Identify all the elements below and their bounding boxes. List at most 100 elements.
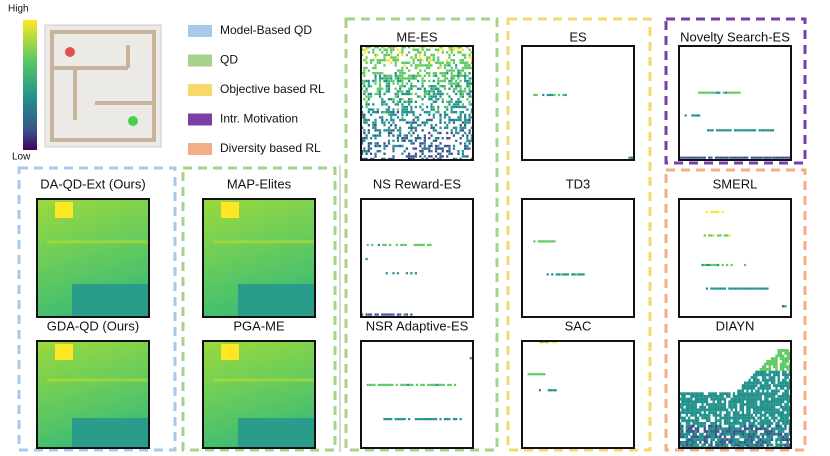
archive-cell xyxy=(770,435,774,439)
archive-cell xyxy=(766,368,769,371)
archive-cell xyxy=(470,103,473,106)
archive-cell xyxy=(741,432,745,436)
archive-cell xyxy=(703,397,706,401)
archive-cell xyxy=(405,108,408,111)
archive-cell xyxy=(714,397,718,401)
archive-cell xyxy=(383,100,386,103)
archive-cell xyxy=(394,126,397,129)
archive-cell xyxy=(730,430,733,433)
archive-cell xyxy=(759,413,762,417)
archive-cell xyxy=(468,79,471,83)
archive-cell xyxy=(761,413,765,417)
archive-cell xyxy=(768,373,771,377)
archive-cell xyxy=(434,87,438,90)
archive-cell xyxy=(755,435,758,439)
archive-cell xyxy=(470,137,473,140)
archive-cell xyxy=(361,46,364,49)
archive-cell xyxy=(430,90,433,93)
archive-cell xyxy=(701,416,704,420)
archive-cell xyxy=(777,432,780,436)
archive-cell xyxy=(782,378,785,382)
archive-cell xyxy=(752,438,756,441)
archive-cell xyxy=(423,147,426,150)
archive-cell xyxy=(378,116,382,119)
archive-cell xyxy=(723,234,726,237)
archive-cell xyxy=(779,419,783,423)
archive-cell xyxy=(383,142,386,145)
archive-cell xyxy=(450,118,453,122)
archive-cell xyxy=(705,210,709,213)
archive-cell xyxy=(779,405,783,409)
archive-cell xyxy=(412,56,415,59)
archive-cell xyxy=(786,419,789,423)
archive-cell xyxy=(743,422,747,425)
archive-cell xyxy=(770,392,774,396)
archive-cell xyxy=(392,134,395,137)
archive-cell xyxy=(401,46,404,49)
archive-cell xyxy=(784,357,787,360)
archive-cell xyxy=(459,142,462,145)
archive-cell xyxy=(788,354,792,358)
archive-cell xyxy=(450,66,453,70)
archive-cell xyxy=(692,411,695,414)
archive-cell xyxy=(770,403,774,406)
archive-cell xyxy=(784,438,787,441)
archive-cell xyxy=(687,440,691,444)
archive-cell xyxy=(428,56,431,59)
archive-cell xyxy=(536,373,539,376)
archive-cell xyxy=(714,443,718,447)
colorbar-high: High xyxy=(8,4,29,15)
archive-cell xyxy=(705,395,709,398)
archive-cell xyxy=(685,440,689,444)
archive-cell xyxy=(464,72,467,75)
archive-cell xyxy=(562,273,565,276)
archive-cell xyxy=(766,411,769,414)
archive-cell xyxy=(699,422,702,425)
archive-cell xyxy=(782,405,785,409)
archive-cell xyxy=(681,156,684,159)
archive-cell xyxy=(412,77,415,80)
archive-cell xyxy=(437,108,440,111)
archive-cell xyxy=(361,139,364,142)
archive-cell xyxy=(699,156,702,159)
archive-cell xyxy=(773,400,776,404)
archive-cell xyxy=(459,113,462,116)
archive-cell xyxy=(759,373,762,377)
archive-cell xyxy=(383,64,386,67)
archive-cell xyxy=(770,427,774,431)
archive-cell xyxy=(468,129,471,132)
archive-cell xyxy=(468,131,471,135)
archive-cell xyxy=(773,362,776,366)
archive-cell xyxy=(761,400,765,404)
archive-cell xyxy=(773,373,776,377)
archive-cell xyxy=(710,234,713,237)
archive-cell xyxy=(421,142,424,145)
archive-cell xyxy=(372,126,375,129)
archive-cell xyxy=(387,90,391,93)
archive-cell xyxy=(782,305,785,308)
archive-cell xyxy=(405,137,408,140)
archive-cell xyxy=(750,438,753,441)
archive-cell xyxy=(399,87,402,90)
archive-cell xyxy=(390,418,393,421)
group-box xyxy=(506,17,652,452)
archive-cell xyxy=(773,427,776,431)
archive-cell xyxy=(394,113,397,116)
archive-cell xyxy=(468,64,471,67)
archive-cell xyxy=(757,416,760,420)
archive-cell xyxy=(401,74,404,77)
archive-cell xyxy=(714,422,718,425)
archive-cell xyxy=(446,61,449,64)
archive-cell xyxy=(374,111,377,114)
archive-cell xyxy=(425,147,429,150)
archive-cell xyxy=(395,383,398,386)
archive-cell xyxy=(746,405,749,409)
archive-cell xyxy=(421,147,424,150)
archive-cell xyxy=(464,74,467,77)
archive-cell xyxy=(396,95,400,98)
archive-cell xyxy=(532,373,535,376)
archive-cell xyxy=(687,438,691,441)
archive-cell xyxy=(399,144,402,148)
archive-cell xyxy=(430,59,433,62)
